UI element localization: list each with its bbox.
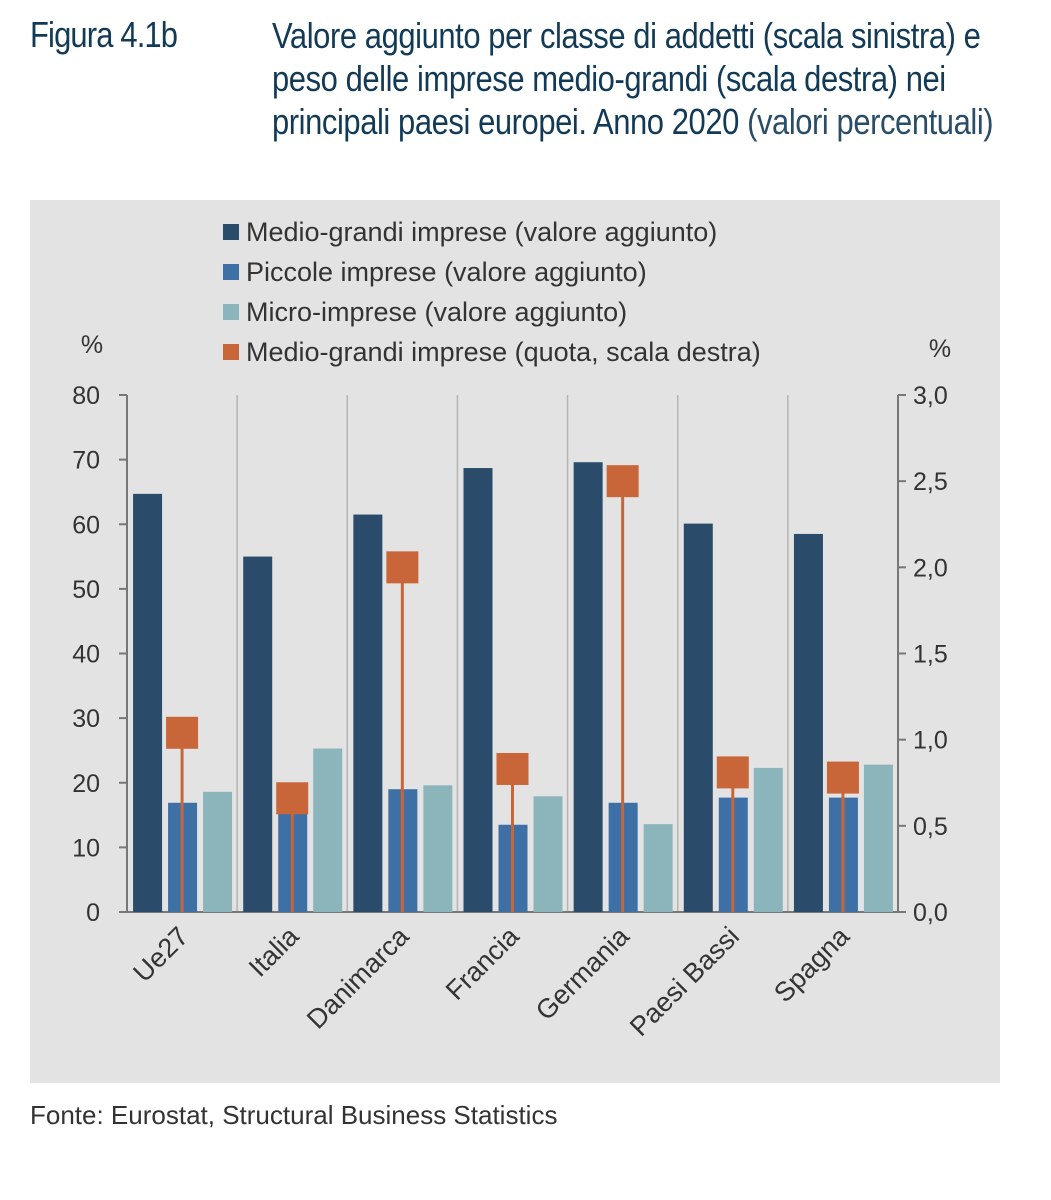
bar-medio-grandi (683, 523, 713, 912)
y-right-tick-label: 0,0 (913, 899, 948, 927)
legend-swatch (223, 344, 239, 360)
bar-micro (643, 824, 673, 912)
y-left-tick-label: 40 (72, 641, 100, 669)
chart-title: Valore aggiunto per classe di addetti (s… (272, 14, 1007, 143)
chart-title-main: Valore aggiunto per classe di addetti (s… (272, 15, 981, 142)
y-right-tick-label: 1,0 (913, 727, 948, 755)
quota-marker (386, 551, 419, 584)
bar-micro (863, 764, 893, 912)
bar-medio-grandi (573, 462, 603, 912)
y-left-tick-label: 20 (72, 770, 100, 798)
x-tick-label: Germania (530, 920, 636, 1026)
chart-panel: 0 10 20 30 40 50 60 70 80 0,0 0,5 1,0 1,5 2,0 2,5 3,0%%… (30, 200, 1000, 1083)
x-tick-label: Francia (440, 920, 526, 1006)
chart-title-sub: (valori percentuali) (747, 101, 994, 142)
quota-marker (826, 761, 859, 794)
bar-micro (533, 796, 563, 912)
y-right-tick-label: 2,5 (913, 468, 948, 496)
x-tick-label: Spagna (768, 920, 856, 1008)
chart: 0 10 20 30 40 50 60 70 80 0,0 0,5 1,0 1,5 2,0 2,5 3,0%%… (72, 217, 951, 1042)
y-right-tick-label: 1,5 (913, 641, 948, 669)
bar-medio-grandi (793, 533, 823, 912)
y-left-tick-label: 80 (72, 382, 100, 410)
x-tick-label: Danimarca (301, 920, 415, 1034)
y-left-tick-label: 50 (72, 576, 100, 604)
bar-medio-grandi (463, 468, 493, 912)
legend-label: Medio-grandi imprese (quota, scala destr… (246, 337, 761, 367)
legend-swatch (223, 224, 239, 240)
y-left-axis-label: % (81, 331, 103, 359)
y-left-tick-label: 10 (72, 834, 100, 862)
x-tick-label: Italia (243, 920, 305, 982)
bar-micro (313, 748, 343, 912)
legend-label: Piccole imprese (valore aggiunto) (246, 257, 647, 287)
legend-label: Medio-grandi imprese (valore aggiunto) (246, 217, 717, 247)
legend-swatch (223, 304, 239, 320)
x-tick-label: Ue27 (127, 921, 194, 988)
y-right-tick-label: 3,0 (913, 382, 948, 410)
quota-marker (166, 716, 199, 749)
figure-label: Figura 4.1b (30, 14, 178, 55)
source-note: Fonte: Eurostat, Structural Business Sta… (30, 1100, 558, 1130)
quota-marker (496, 752, 529, 785)
y-right-tick-label: 0,5 (913, 813, 948, 841)
bar-medio-grandi (353, 514, 383, 912)
legend-label: Micro-imprese (valore aggiunto) (246, 297, 627, 327)
y-right-tick-label: 2,0 (913, 554, 948, 582)
y-left-tick-label: 0 (86, 899, 100, 927)
bar-micro (423, 785, 453, 912)
quota-marker (716, 756, 749, 789)
bar-micro (753, 767, 783, 912)
x-tick-label: Paesi Bassi (624, 921, 745, 1042)
y-left-tick-label: 60 (72, 511, 100, 539)
quota-marker (606, 465, 639, 498)
y-right-axis-label: % (929, 335, 951, 363)
bar-medio-grandi (243, 556, 273, 912)
y-left-tick-label: 70 (72, 447, 100, 475)
bar-micro (203, 791, 233, 912)
bar-medio-grandi (133, 493, 163, 912)
y-left-tick-label: 30 (72, 705, 100, 733)
quota-marker (276, 782, 309, 815)
legend-swatch (223, 264, 239, 280)
